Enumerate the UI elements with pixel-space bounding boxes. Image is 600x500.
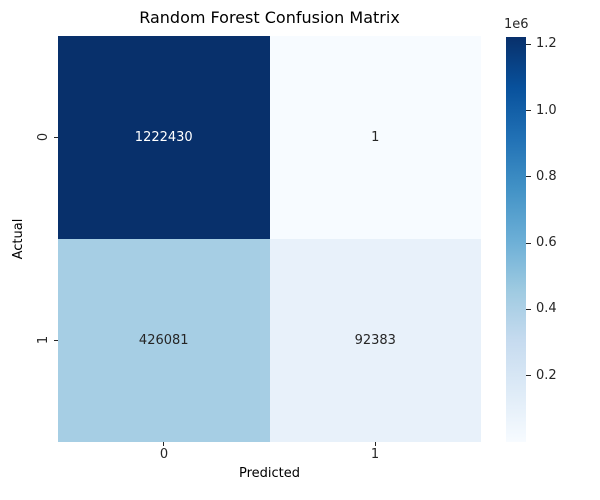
colorbar-tick-label: 0.2 [536,367,557,383]
colorbar-tick-label: 1.2 [536,36,557,52]
cell-value: 92383 [354,333,396,348]
colorbar-tick-mark [526,110,531,112]
heatmap-cell-actual0-pred1: 1 [269,36,481,239]
y-tick-mark-0 [54,137,58,138]
x-tick-mark-1 [375,442,376,446]
cell-value: 1222430 [134,130,193,145]
cell-value: 426081 [138,333,189,348]
colorbar-tick-label: 1.0 [536,102,557,118]
colorbar-tick-mark [526,375,531,377]
colorbar-tick-label: 0.8 [536,168,557,184]
colorbar-ticks: 0.2 0.4 0.6 0.8 1.0 1.2 [506,36,600,442]
colorbar-tick-mark [526,176,531,178]
colorbar-tick-mark [526,43,531,45]
x-axis-label: Predicted [238,466,301,481]
x-tick-mark-0 [163,442,164,446]
colorbar-offset-label: 1e6 [504,17,529,32]
chart-title: Random Forest Confusion Matrix [139,8,400,27]
cell-value: 1 [371,130,380,145]
heatmap-cell-actual1-pred1: 92383 [269,239,481,442]
x-tick-label-0: 0 [159,447,169,462]
heatmap-axes: 1222430 1 426081 92383 [58,36,481,442]
x-tick-label-1: 1 [370,447,380,462]
y-axis-label: Actual [11,218,26,260]
y-tick-mark-1 [54,340,58,341]
colorbar-tick-mark [526,242,531,244]
colorbar-tick-mark [526,308,531,310]
y-tick-label-0: 0 [36,132,51,142]
colorbar-tick-label: 0.6 [536,235,557,251]
y-tick-label-1: 1 [36,335,51,345]
colorbar-tick-label: 0.4 [536,301,557,317]
colorbar [506,37,526,442]
heatmap-cell-actual1-pred0: 426081 [58,239,270,442]
heatmap-cell-actual0-pred0: 1222430 [58,36,270,239]
